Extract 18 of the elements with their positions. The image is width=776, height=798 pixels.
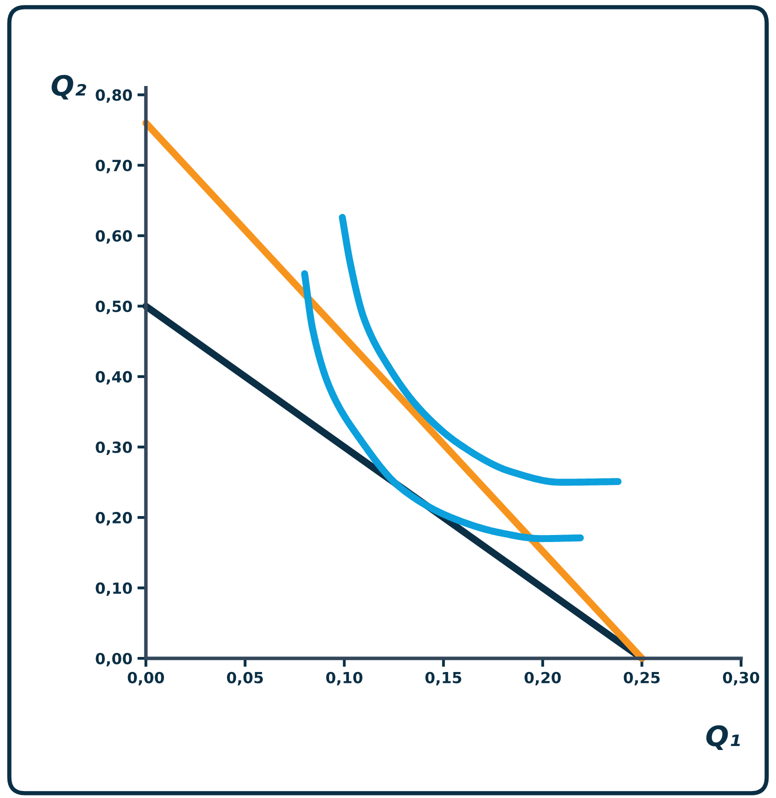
x-tick-label: 0,20 [524,672,561,686]
x-tick-label: 0,25 [624,672,660,686]
y-tick-label: 0,00 [96,652,132,666]
x-tick-label: 0,05 [226,672,263,686]
y-tick-label: 0,30 [96,441,132,455]
y-tick-label: 0,80 [96,89,132,103]
y-tick-label: 0,20 [96,512,132,526]
x-tick-label: 0,30 [722,672,760,686]
x-axis-title: Q₁ [706,725,740,750]
y-axis-title: Q₂ [52,74,86,100]
y-tick-label: 0,60 [96,230,132,244]
x-tick-label: 0,00 [128,672,164,686]
x-tick-label: 0,10 [326,672,362,686]
y-tick-label: 0,50 [96,300,132,314]
y-tick-label: 0,10 [96,582,132,596]
y-tick-label: 0,40 [96,371,132,385]
x-tick-label: 0,15 [425,672,462,686]
y-tick-label: 0,70 [96,160,132,174]
